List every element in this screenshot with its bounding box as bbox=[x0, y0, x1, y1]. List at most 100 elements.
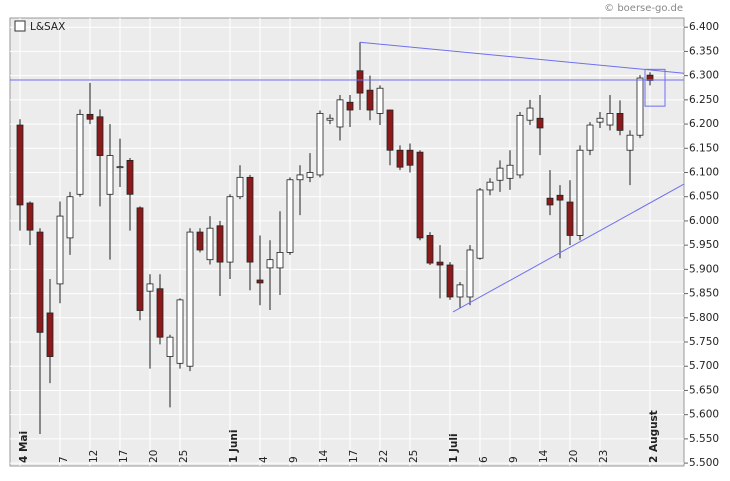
y-tick-label: 5.850 bbox=[689, 288, 719, 300]
highlight-box bbox=[644, 68, 666, 107]
candle-body bbox=[236, 176, 244, 198]
candle-body bbox=[106, 155, 114, 195]
x-tick-label: 14 bbox=[538, 449, 550, 463]
y-tick-label: 5.500 bbox=[689, 457, 719, 469]
candle-body bbox=[506, 164, 514, 179]
candle-body bbox=[546, 197, 554, 206]
candle-body bbox=[96, 116, 104, 156]
candle-body bbox=[156, 288, 164, 338]
y-tick-label: 5.800 bbox=[689, 312, 719, 324]
candle-body bbox=[226, 196, 234, 263]
candle-body bbox=[416, 151, 424, 239]
candle-body bbox=[346, 101, 354, 111]
y-tick-label: 6.350 bbox=[689, 45, 719, 57]
candle-body bbox=[66, 196, 74, 239]
trend-line bbox=[452, 183, 685, 313]
candle-body bbox=[386, 109, 394, 151]
candle-body bbox=[446, 264, 454, 298]
marks bbox=[16, 42, 654, 435]
y-tick-label: 5.900 bbox=[689, 263, 719, 275]
candle-body bbox=[336, 99, 344, 128]
legend-label: L&SAX bbox=[30, 21, 65, 33]
candle-body bbox=[616, 113, 624, 131]
x-tick-label: 22 bbox=[378, 450, 390, 463]
x-tick-label: 17 bbox=[348, 450, 360, 463]
y-tick-label: 6.150 bbox=[689, 142, 719, 154]
x-tick-label: 25 bbox=[178, 450, 190, 463]
candle-body bbox=[136, 207, 144, 311]
candle-body bbox=[166, 336, 174, 357]
grid bbox=[10, 18, 684, 466]
candle-body bbox=[46, 312, 54, 357]
x-tick-label: 14 bbox=[318, 449, 330, 463]
y-tick-label: 5.950 bbox=[689, 239, 719, 251]
candle-body bbox=[596, 117, 604, 123]
x-tick-label: 6 bbox=[478, 456, 490, 463]
y-tick-label: 5.600 bbox=[689, 409, 719, 421]
candle-body bbox=[406, 149, 414, 166]
candle-body bbox=[286, 179, 294, 253]
candle-body bbox=[426, 235, 434, 264]
candle-body bbox=[36, 231, 44, 333]
candle-body bbox=[276, 252, 284, 269]
candle-body bbox=[56, 215, 64, 285]
x-tick-label: 1 Juni bbox=[228, 430, 240, 463]
plot-area bbox=[9, 17, 685, 467]
y-tick-label: 5.550 bbox=[689, 433, 719, 445]
candle-body bbox=[76, 113, 84, 195]
x-tick-label: 17 bbox=[118, 450, 130, 463]
candle-body bbox=[86, 113, 94, 120]
candle-body bbox=[26, 202, 34, 231]
y-tick-label: 5.700 bbox=[689, 360, 719, 372]
candle-body bbox=[526, 107, 534, 121]
candle-body bbox=[326, 117, 334, 121]
candle-body bbox=[316, 113, 324, 176]
y-tick-label: 6.400 bbox=[689, 21, 719, 33]
candle-body bbox=[176, 299, 184, 364]
candle-body bbox=[496, 167, 504, 181]
x-tick-label: 9 bbox=[508, 456, 520, 463]
candle-body bbox=[376, 87, 384, 114]
y-tick-label: 6.200 bbox=[689, 118, 719, 130]
candle-body bbox=[396, 149, 404, 168]
y-tick-label: 6.000 bbox=[689, 215, 719, 227]
candle-body bbox=[116, 166, 124, 169]
x-tick-label: 4 bbox=[258, 456, 270, 463]
x-tick-label: 12 bbox=[88, 450, 100, 463]
candle-body bbox=[606, 113, 614, 126]
candle-body bbox=[296, 174, 304, 181]
candle-body bbox=[146, 283, 154, 292]
x-tick-label: 20 bbox=[568, 450, 580, 463]
candle-body bbox=[536, 117, 544, 129]
candle-body bbox=[516, 114, 524, 176]
candle-body bbox=[366, 89, 374, 111]
x-tick-label: 9 bbox=[288, 456, 300, 463]
candle-body bbox=[216, 225, 224, 263]
y-tick-label: 6.300 bbox=[689, 70, 719, 82]
candle-body bbox=[556, 194, 564, 201]
x-tick-label: 7 bbox=[58, 456, 70, 463]
x-tick-label: 23 bbox=[598, 450, 610, 463]
candle-body bbox=[586, 124, 594, 151]
candle-body bbox=[436, 261, 444, 266]
x-tick-label: 4 Mai bbox=[18, 431, 30, 463]
candle-body bbox=[636, 77, 644, 136]
candle-body bbox=[266, 259, 274, 269]
candle-body bbox=[626, 134, 634, 151]
legend-swatch bbox=[14, 20, 26, 32]
x-tick-label: 25 bbox=[408, 450, 420, 463]
candle-body bbox=[186, 231, 194, 367]
x-tick-label: 20 bbox=[148, 450, 160, 463]
candle-body bbox=[476, 189, 484, 259]
candle-body bbox=[466, 249, 474, 298]
candle-body bbox=[566, 201, 574, 236]
candle-body bbox=[486, 181, 494, 191]
y-tick-label: 6.050 bbox=[689, 191, 719, 203]
candle-body bbox=[576, 149, 584, 236]
candle-body bbox=[196, 231, 204, 251]
candle-body bbox=[356, 70, 364, 94]
x-tick-label: 1 Juli bbox=[448, 433, 460, 463]
source-note: © boerse-go.de bbox=[604, 3, 683, 14]
candle-body bbox=[456, 284, 464, 298]
